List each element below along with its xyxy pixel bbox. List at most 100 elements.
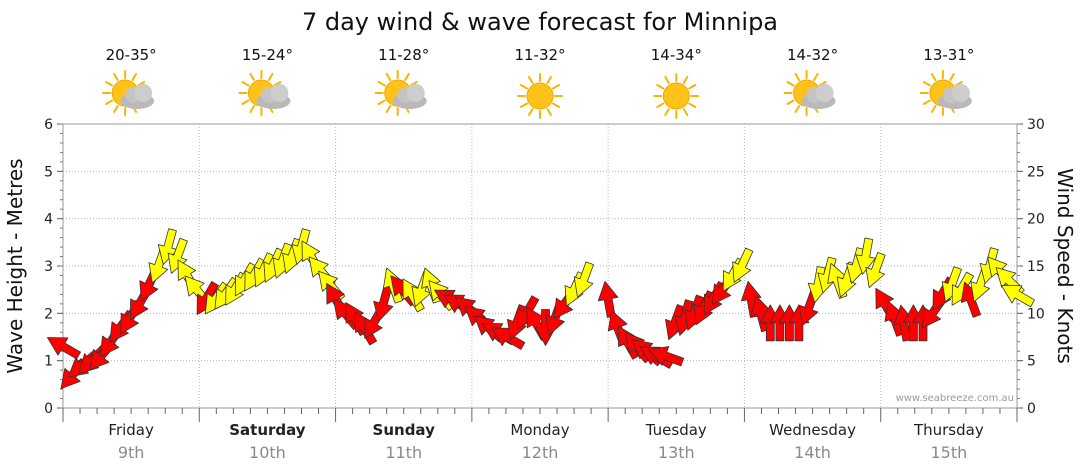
wind-arrow <box>960 281 982 318</box>
y-right-tick-label: 25 <box>1027 164 1045 180</box>
y-right-tick-label: 0 <box>1027 401 1036 417</box>
wind-arrow <box>47 337 81 360</box>
sun-ray <box>377 81 386 87</box>
partly-cloudy-icon <box>238 70 291 116</box>
partly-cloudy-icon <box>919 70 972 116</box>
wind-arrow <box>732 247 754 283</box>
cloud-puff <box>134 84 153 102</box>
y-right-tick-label: 20 <box>1027 212 1045 228</box>
sun-ray <box>794 104 801 114</box>
day-label: Tuesday <box>645 421 707 439</box>
sun-ray <box>930 104 937 114</box>
sun-ray <box>656 84 665 90</box>
sun-ray <box>818 81 827 87</box>
wind-arrow <box>167 237 188 274</box>
sun-ray <box>404 72 410 82</box>
sun-ray <box>377 99 386 105</box>
sun-ray <box>922 99 931 105</box>
sun-ray <box>551 84 561 90</box>
temperature-range: 15-24° <box>242 46 293 64</box>
wind-arrow <box>855 237 876 275</box>
wind-arrow <box>157 228 178 265</box>
wind-arrow <box>573 261 594 298</box>
wind-arrow <box>597 280 619 318</box>
sun-disc <box>662 82 690 110</box>
date-label: 10th <box>249 443 286 462</box>
cloud-puff <box>951 84 970 102</box>
date-label: 11th <box>385 443 422 462</box>
day-label: Friday <box>108 421 154 439</box>
cloud-shape <box>392 84 427 109</box>
sun-ray <box>551 102 561 108</box>
sun-ray <box>656 102 665 108</box>
sun-ray <box>137 81 146 87</box>
date-label: 14th <box>794 443 831 462</box>
sun-ray <box>241 99 250 105</box>
y-left-tick-label: 4 <box>44 212 53 228</box>
sun-ray <box>105 81 114 87</box>
day-label: Saturday <box>229 421 306 439</box>
sun-ray <box>922 81 931 87</box>
y-left-tick-label: 6 <box>44 117 53 133</box>
y-right-tick-label: 30 <box>1027 117 1045 133</box>
sun-ray <box>249 72 255 82</box>
sun-ray <box>664 107 670 117</box>
sun-ray <box>682 75 689 85</box>
sun-ray <box>786 81 795 87</box>
temperature-range: 11-32° <box>514 46 565 64</box>
cloud-shape <box>801 84 836 109</box>
temperature-range: 14-34° <box>651 46 702 64</box>
chart-title: 7 day wind & wave forecast for Minnipa <box>302 8 778 36</box>
partly-cloudy-icon <box>374 70 427 116</box>
y-left-tick-label: 3 <box>44 259 53 275</box>
sun-ray <box>249 104 255 114</box>
sun-ray <box>688 84 697 90</box>
sunny-icon <box>653 73 700 119</box>
sun-ray <box>954 81 963 87</box>
sun-ray <box>546 75 552 85</box>
sun-ray <box>664 75 670 85</box>
sun-ray <box>794 72 801 82</box>
temperature-range: 14-32° <box>787 46 838 64</box>
day-label: Wednesday <box>769 421 856 439</box>
sun-ray <box>385 104 392 114</box>
y-left-tick-label: 1 <box>44 354 53 370</box>
sunny-icon <box>517 73 563 119</box>
y-right-tick-label: 15 <box>1027 259 1045 275</box>
date-label: 13th <box>658 443 695 462</box>
wind-arrow <box>1001 284 1035 308</box>
partly-cloudy-icon <box>783 70 836 116</box>
wind-arrow <box>491 327 526 350</box>
date-label: 15th <box>930 443 967 462</box>
sun-ray <box>113 72 119 82</box>
partly-cloudy-icon <box>102 70 155 116</box>
wind-arrow <box>648 346 685 367</box>
sun-ray <box>241 81 250 87</box>
sun-ray <box>267 72 274 82</box>
sun-ray <box>528 75 534 85</box>
sun-ray <box>528 107 534 117</box>
y-right-tick-label: 5 <box>1027 354 1036 370</box>
y-left-tick-label: 5 <box>44 164 53 180</box>
y-left-tick-label: 2 <box>44 306 53 322</box>
sun-ray <box>813 72 819 82</box>
date-label: 12th <box>522 443 559 462</box>
sun-ray <box>105 99 114 105</box>
day-label: Sunday <box>373 421 436 439</box>
sun-ray <box>113 104 119 114</box>
day-label: Thursday <box>913 421 984 439</box>
sun-ray <box>519 84 529 90</box>
sun-disc <box>526 82 554 110</box>
sun-ray <box>688 102 697 108</box>
sun-ray <box>385 72 392 82</box>
y-right-tick-label: 10 <box>1027 306 1045 322</box>
date-label: 9th <box>118 443 145 462</box>
temperature-range: 11-28° <box>378 46 429 64</box>
sun-ray <box>519 102 529 108</box>
temperature-range: 20-35° <box>106 46 157 64</box>
cloud-puff <box>406 84 425 102</box>
sun-ray <box>273 81 282 87</box>
sun-ray <box>949 72 955 82</box>
day-label: Monday <box>510 421 569 439</box>
